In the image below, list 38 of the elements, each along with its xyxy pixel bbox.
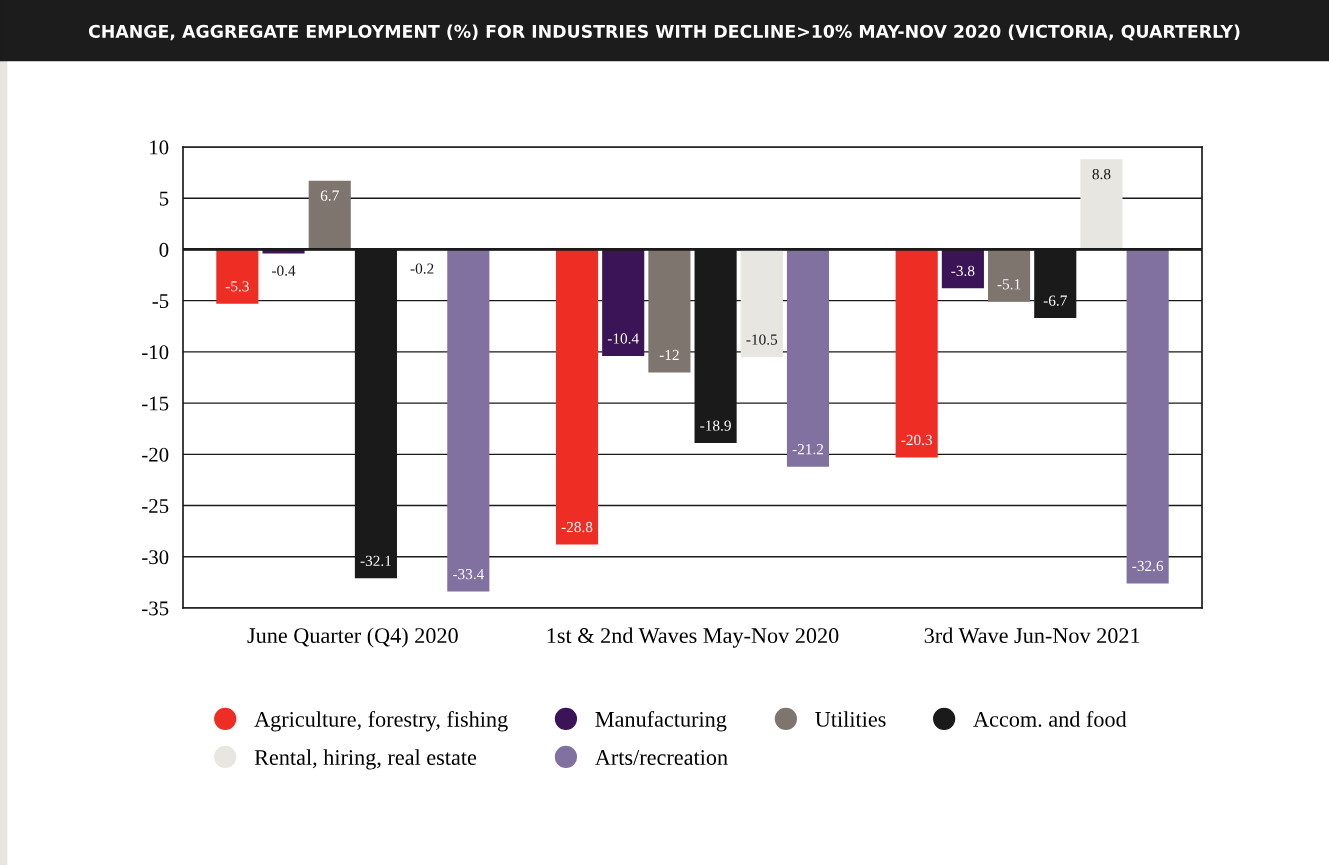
legend-label: Agriculture, forestry, fishing [254,710,508,732]
legend-label: Arts/recreation [595,750,728,765]
x-tick-label: June Quarter (Q4) 2020 [247,627,458,648]
data-label: -18.9 [700,420,731,431]
y-tick-label: -35 [142,601,169,616]
legend-label: Accom. and food [973,710,1127,727]
data-label: -10.4 [607,333,639,344]
y-tick-label: -20 [142,447,169,462]
data-label: -6.7 [1043,295,1067,306]
data-label: -32.6 [1132,560,1164,572]
data-label: 8.8 [1092,168,1111,180]
data-label: -3.8 [951,265,975,277]
x-tick-label: 1st & 2nd Waves May-Nov 2020 [547,627,839,648]
data-label: -10.5 [746,334,778,345]
data-label: -0.2 [410,263,434,274]
data-label: -21.2 [792,444,824,455]
data-label: -5.3 [225,281,249,292]
y-tick-label: 0 [159,242,169,257]
data-label: -12 [659,349,679,360]
data-label: 6.7 [320,190,339,201]
y-tick-label: -5 [152,294,169,309]
y-tick-label: -10 [142,345,169,360]
y-tick-label: -25 [142,498,169,513]
data-label: -20.3 [901,434,932,446]
data-label: -0.4 [272,265,296,276]
data-label: -5.1 [997,279,1021,290]
y-tick-label: 10 [150,140,169,155]
y-tick-label: -30 [142,550,169,565]
data-label: -33.4 [452,569,484,580]
data-label: -28.8 [561,521,593,533]
legend-label: Rental, hiring, real estate [254,749,477,770]
y-tick-label: -15 [142,396,169,411]
legend-label: Manufacturing [595,710,727,732]
y-tick-label: 5 [159,191,169,206]
chart-title: CHANGE, AGGREGATE EMPLOYMENT (%) FOR INDUSTRIES WITH DECLINE>10% MAY-NOV 2020 (VICTORIA, QUARTERLY) [88,24,1240,41]
data-label: -32.1 [360,555,391,567]
legend-label: Utilities [815,711,886,727]
x-tick-label: 3rd Wave Jun-Nov 2021 [924,627,1140,644]
